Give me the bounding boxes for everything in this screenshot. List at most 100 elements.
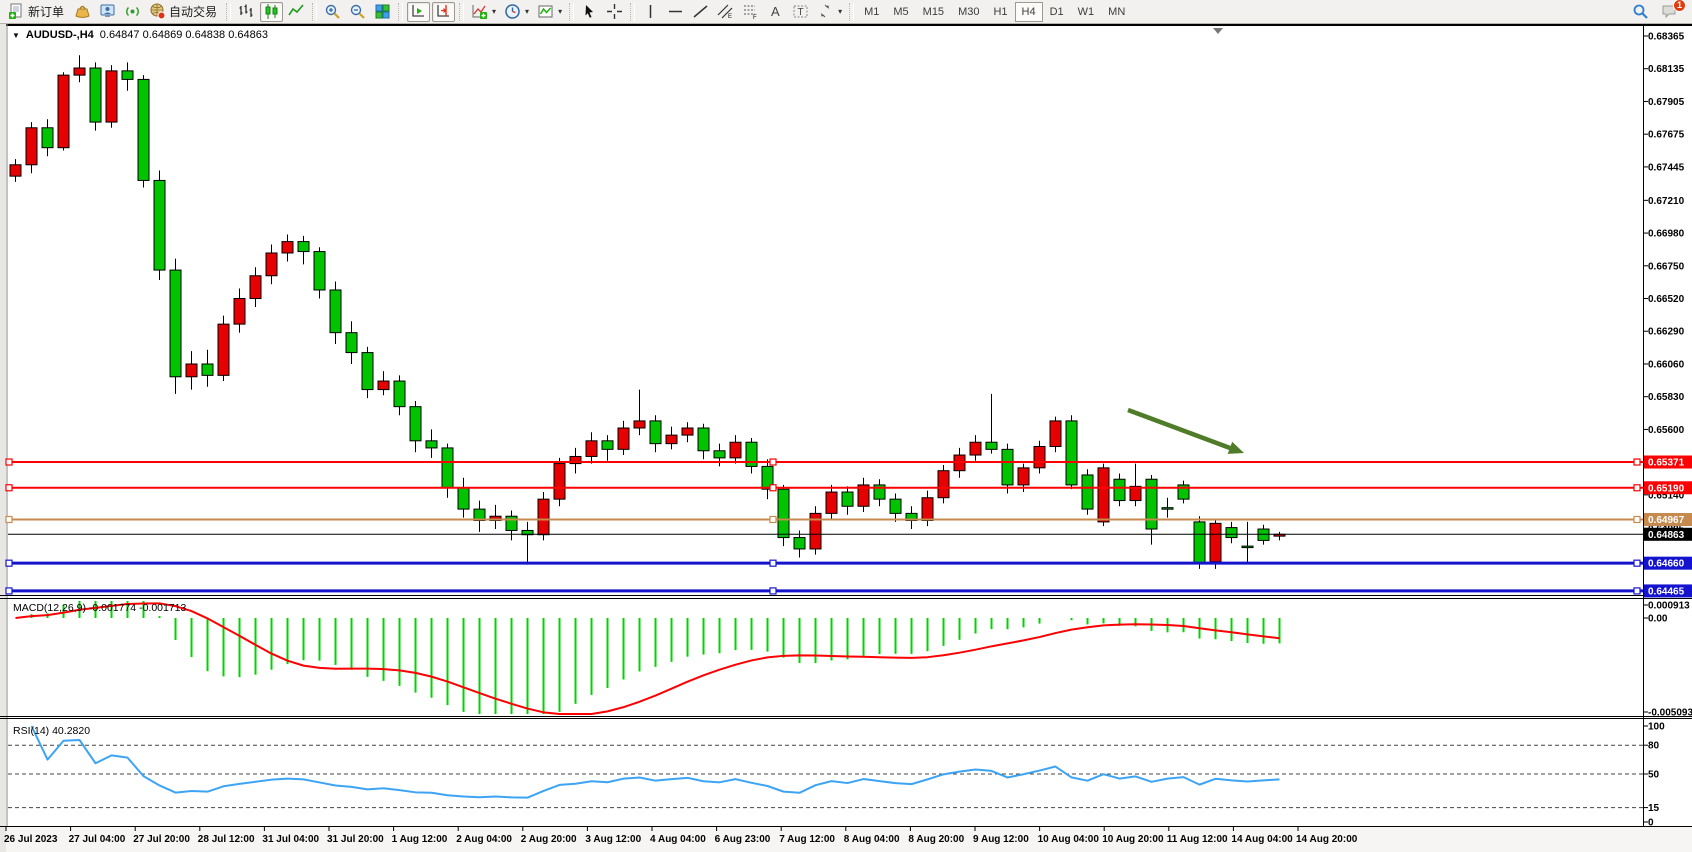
candle	[617, 427, 630, 450]
time-axis-label: 8 Aug 20:00	[908, 834, 964, 845]
candle	[841, 491, 854, 507]
horizontal-line-icon[interactable]	[664, 2, 687, 22]
zoom-in-icon[interactable]	[321, 2, 344, 22]
timeframe-button-w1[interactable]: W1	[1077, 5, 1095, 18]
candle	[441, 447, 454, 489]
candle	[1001, 448, 1014, 486]
candle	[409, 406, 422, 442]
chart-top-border	[0, 24, 1692, 26]
candle	[425, 440, 438, 449]
rsi-axis-tick: 0	[1648, 818, 1654, 829]
zoom-out-icon[interactable]	[346, 2, 369, 22]
line-handle[interactable]	[769, 559, 777, 567]
candle	[265, 252, 278, 277]
inbox-icon[interactable]	[71, 2, 94, 22]
auto-scroll-icon[interactable]	[407, 1, 431, 22]
timeframe-button-m30[interactable]: M30	[958, 5, 980, 18]
time-axis-label: 2 Aug 04:00	[456, 834, 512, 845]
bar-chart-icon[interactable]	[235, 2, 258, 22]
new-order-button[interactable]: 新订单	[5, 2, 69, 22]
candle	[313, 251, 326, 291]
line-handle[interactable]	[5, 458, 13, 466]
price-level-label	[1644, 556, 1692, 570]
line-handle[interactable]	[1633, 515, 1641, 524]
time-axis-label: 27 Jul 04:00	[69, 834, 126, 845]
line-chart-icon[interactable]	[285, 2, 308, 22]
text-icon[interactable]: A	[764, 2, 787, 22]
arrows-icon[interactable]: ▾	[814, 2, 845, 22]
timeframe-button-m5[interactable]: M5	[893, 5, 909, 18]
line-handle[interactable]	[5, 559, 13, 567]
chart-canvas[interactable]: 0.68365 0.68135 0.67905 0.67675 0.67445 0.672…	[0, 24, 1692, 852]
cursor-icon[interactable]	[578, 2, 601, 22]
rsi-axis-tick: 15	[1648, 803, 1660, 814]
timeframe-button-h4[interactable]: H4	[1014, 1, 1043, 22]
line-handle[interactable]	[1633, 484, 1641, 492]
search-icon[interactable]	[1629, 2, 1652, 22]
channel-icon[interactable]: E	[714, 2, 737, 22]
toolbar-separator	[459, 2, 465, 21]
timeframe-button-m15[interactable]: M15	[922, 5, 945, 18]
chart-shift-marker[interactable]	[1213, 28, 1223, 34]
chart-shift-icon[interactable]	[432, 1, 456, 22]
new-order-button-label: 新订单	[28, 5, 65, 19]
candle	[1017, 467, 1030, 486]
signals-icon[interactable]	[121, 2, 144, 22]
trend-arrow[interactable]	[1127, 407, 1231, 451]
periods-icon[interactable]: ▾	[501, 2, 532, 22]
line-handle[interactable]	[5, 484, 13, 492]
vertical-line-icon[interactable]	[639, 2, 662, 22]
chevron-down-icon: ▾	[492, 7, 497, 16]
candle	[1177, 484, 1190, 500]
chart-window[interactable]: 0.68365 0.68135 0.67905 0.67675 0.67445 0.672…	[0, 24, 1692, 852]
candle	[73, 67, 86, 76]
candle	[1241, 545, 1254, 549]
label-icon[interactable]: T	[789, 2, 812, 22]
fibonacci-icon[interactable]: F	[739, 2, 762, 22]
candle	[1193, 521, 1206, 563]
timeframe-button-m1[interactable]: M1	[864, 5, 880, 18]
timeframe-button-h1[interactable]: H1	[993, 5, 1008, 18]
trendline-icon[interactable]	[689, 2, 712, 22]
candle	[1145, 478, 1158, 530]
tile-windows-icon[interactable]	[371, 2, 394, 22]
timeframe-button-mn[interactable]: MN	[1108, 5, 1126, 18]
price-axis-tick: 0.66980	[1648, 229, 1685, 240]
candle	[57, 74, 70, 149]
auto-trading-button-label: 自动交易	[169, 5, 218, 19]
line-handle[interactable]	[769, 515, 777, 524]
trend-arrow-head	[1227, 441, 1244, 454]
price-level-label	[1644, 512, 1692, 526]
candle	[297, 241, 310, 253]
line-handle[interactable]	[769, 484, 777, 492]
notifications-icon[interactable]: 1	[1658, 0, 1686, 22]
candle	[857, 484, 870, 507]
candle	[281, 241, 294, 254]
auto-trading-button[interactable]: 自动交易	[146, 2, 222, 22]
line-handle[interactable]	[5, 587, 13, 595]
price-level-label	[1644, 455, 1692, 469]
candle	[553, 463, 566, 500]
candlestick-chart-icon[interactable]	[260, 1, 284, 22]
indicators-icon[interactable]: ▾	[468, 2, 499, 22]
timeframe-button-d1[interactable]: D1	[1049, 5, 1064, 18]
macd-axis-tick: -0.005093	[1648, 707, 1692, 718]
candle	[201, 363, 214, 376]
candle	[809, 512, 822, 550]
crosshair-icon[interactable]	[603, 2, 626, 22]
market-watch-icon[interactable]	[96, 2, 119, 22]
line-handle[interactable]	[769, 458, 777, 466]
candle	[249, 275, 262, 300]
line-handle[interactable]	[769, 587, 777, 595]
candle	[345, 332, 358, 354]
price-axis-tick: 0.66060	[1648, 359, 1685, 370]
svg-text:0.64660: 0.64660	[1648, 559, 1685, 570]
line-handle[interactable]	[5, 515, 13, 524]
line-handle[interactable]	[1633, 458, 1641, 466]
line-handle[interactable]	[1633, 559, 1641, 567]
time-axis-label: 28 Jul 12:00	[198, 834, 255, 845]
svg-text:F: F	[753, 15, 757, 20]
line-handle[interactable]	[1633, 587, 1641, 595]
rsi-line	[30, 725, 1280, 799]
templates-icon[interactable]: ▾	[534, 2, 565, 22]
